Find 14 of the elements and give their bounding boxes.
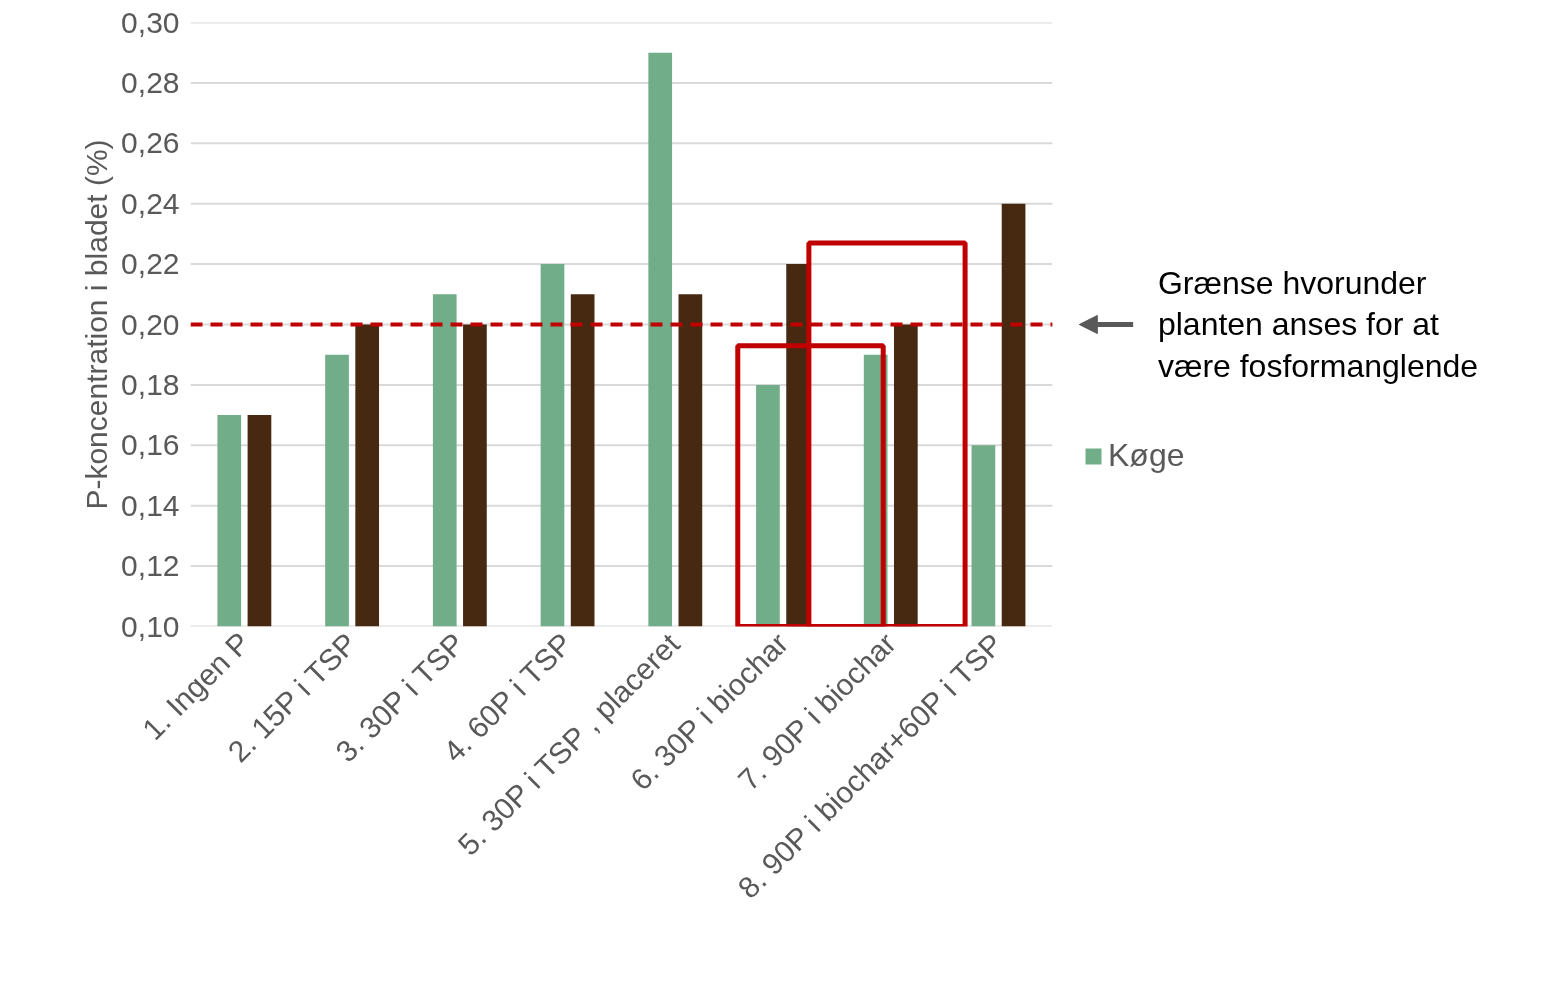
text: Grænse hvorunder planten anses for at være fosformanglende (1157, 265, 1479, 384)
y-tick-label: 0,18 (121, 367, 180, 401)
y-tick-label: 0,16 (121, 428, 180, 462)
y-tick-label: 0,24 (121, 186, 180, 220)
y-tick-label: 0,30 (121, 5, 180, 39)
y-tick-label: 0,22 (121, 247, 180, 281)
y-tick-label: 0,20 (121, 307, 180, 341)
y-tick-label: 0,26 (121, 126, 180, 160)
y-axis-title: P-koncentration i bladet (%) (80, 139, 114, 510)
legend-label: Køge (1108, 437, 1185, 474)
y-tick-label: 0,14 (121, 488, 180, 522)
y-tick-label: 0,28 (121, 65, 180, 99)
y-tick-label: 0,10 (121, 609, 180, 643)
y-tick-label: 0,12 (121, 549, 180, 583)
